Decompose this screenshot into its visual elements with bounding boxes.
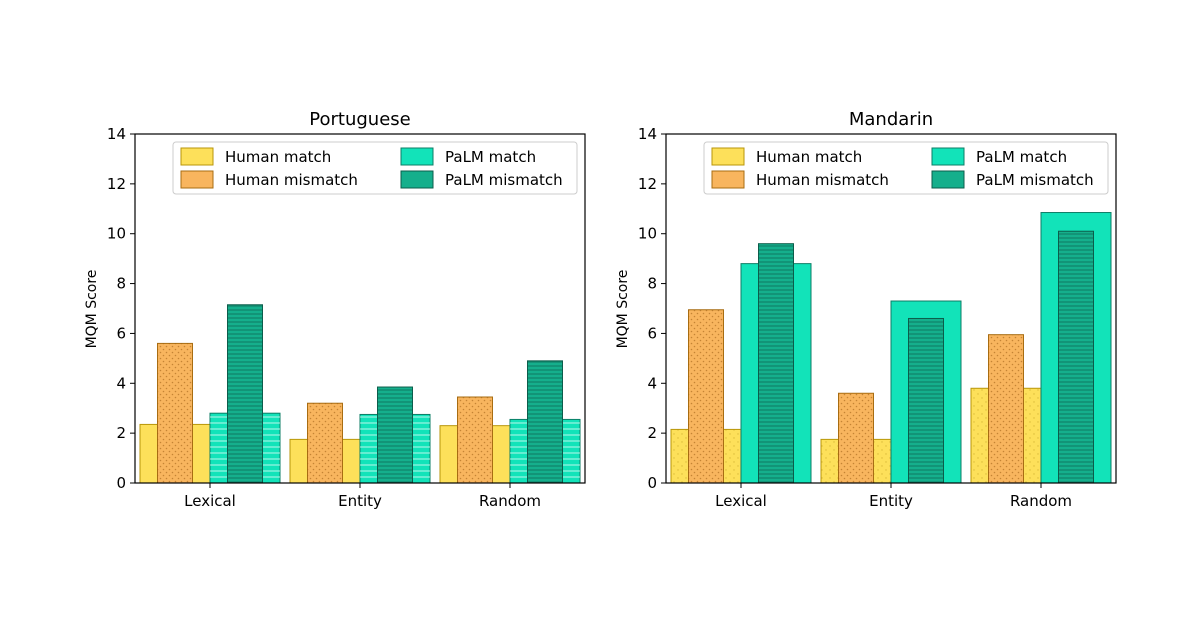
bar-human-mismatch-entity-hatch [307,403,343,483]
chart-title: Portuguese [309,109,410,130]
legend-swatch-human-match [711,147,745,166]
legend-label-palm-mismatch: PaLM mismatch [445,171,563,189]
bars-group [139,304,581,484]
x-tick-label: Entity [869,492,913,510]
bar-human-mismatch-entity-hatch [838,393,874,483]
bar-palm-mismatch-random-hatch [527,360,563,483]
legend: Human match Human mismatch PaLM match Pa… [703,141,1109,195]
chart-title: Mandarin [849,109,933,130]
legend-label-human-match: Human match [225,148,331,166]
legend-frame [172,141,578,195]
y-tick-label: 4 [116,374,126,392]
legend-swatch-human-match [180,147,214,166]
legend-swatch-human-mismatch [711,170,745,189]
y-tick-label: 0 [647,474,657,492]
legend-swatch-palm-match [400,147,434,166]
legend-swatch-human-mismatch [180,170,214,189]
legend-label-palm-match: PaLM match [976,148,1067,166]
y-tick-label: 10 [107,225,126,243]
x-tick-label: Random [479,492,541,510]
legend-label-palm-mismatch: PaLM mismatch [976,171,1094,189]
y-tick-label: 8 [116,275,126,293]
bar-human-mismatch-random-hatch [988,334,1024,483]
x-tick-label: Lexical [715,492,767,510]
x-tick-label: Random [1010,492,1072,510]
x-tick-label: Lexical [184,492,236,510]
y-tick-label: 6 [647,324,657,342]
legend-entry-palm-mismatch: PaLM mismatch [931,170,1094,189]
bar-palm-mismatch-lexical-hatch [758,243,794,483]
x-ticks: Lexical Entity Random [184,483,541,510]
y-tick-label: 4 [647,374,657,392]
y-axis-label: MQM Score [615,270,631,349]
y-tick-label: 0 [116,474,126,492]
legend-frame [703,141,1109,195]
legend-entry-human-mismatch: Human mismatch [180,170,358,189]
y-ticks: 0 2 4 6 8 10 12 14 [107,125,135,492]
y-tick-label: 12 [638,175,657,193]
legend-entry-palm-mismatch: PaLM mismatch [400,170,563,189]
x-tick-label: Entity [338,492,382,510]
legend-swatch-palm-match [931,147,965,166]
legend-swatch-palm-mismatch [931,170,965,189]
legend-label-human-mismatch: Human mismatch [225,171,358,189]
bar-palm-mismatch-entity-hatch [377,387,413,483]
legend: Human match Human mismatch PaLM match Pa… [172,141,578,195]
legend-entry-human-match: Human match [711,147,862,166]
legend-entry-human-match: Human match [180,147,331,166]
legend-entry-palm-match: PaLM match [400,147,536,166]
legend-entry-palm-match: PaLM match [931,147,1067,166]
y-tick-label: 2 [116,424,126,442]
y-tick-label: 8 [647,275,657,293]
y-tick-label: 10 [638,225,657,243]
y-tick-label: 14 [638,125,657,143]
legend-label-palm-match: PaLM match [445,148,536,166]
portuguese-panel: Portuguese MQM Score 0 2 4 6 8 10 12 14 Lexical… [84,109,586,510]
bar-palm-mismatch-random-hatch [1058,231,1094,483]
bar-human-mismatch-lexical-hatch [157,343,193,483]
bar-human-mismatch-random-hatch [457,396,493,483]
bars-group [670,212,1112,484]
mandarin-panel: Mandarin MQM Score 0 2 4 6 8 10 12 14 Lexical En… [615,109,1117,510]
bar-human-mismatch-lexical-hatch [688,309,724,483]
y-tick-label: 2 [647,424,657,442]
y-tick-label: 14 [107,125,126,143]
legend-label-human-match: Human match [756,148,862,166]
y-axis-label: MQM Score [84,270,100,349]
y-ticks: 0 2 4 6 8 10 12 14 [638,125,666,492]
bar-palm-mismatch-entity-hatch [908,318,944,483]
y-tick-label: 12 [107,175,126,193]
bar-palm-mismatch-lexical-hatch [227,304,263,483]
legend-entry-human-mismatch: Human mismatch [711,170,889,189]
legend-label-human-mismatch: Human mismatch [756,171,889,189]
y-tick-label: 6 [116,324,126,342]
x-ticks: Lexical Entity Random [715,483,1072,510]
legend-swatch-palm-mismatch [400,170,434,189]
